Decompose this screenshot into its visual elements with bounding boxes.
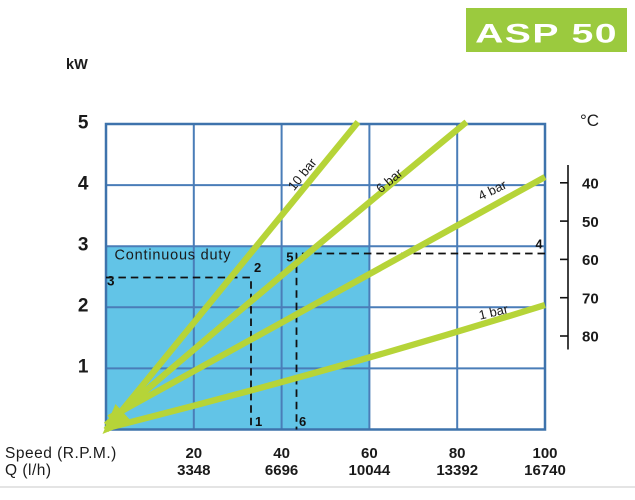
svg-text:10044: 10044 [349, 462, 391, 479]
svg-text:1: 1 [78, 357, 89, 378]
svg-text:3348: 3348 [177, 462, 210, 479]
svg-text:6: 6 [299, 414, 306, 429]
svg-text:3: 3 [107, 274, 115, 289]
svg-text:kW: kW [66, 57, 88, 73]
svg-text:5: 5 [78, 113, 89, 134]
svg-text:4: 4 [536, 238, 543, 252]
svg-text:20: 20 [185, 445, 202, 462]
svg-text:3: 3 [78, 235, 89, 256]
svg-text:1: 1 [255, 414, 262, 429]
svg-text:100: 100 [532, 445, 557, 462]
svg-text:80: 80 [449, 445, 466, 462]
svg-text:50: 50 [582, 214, 599, 231]
svg-text:40: 40 [582, 176, 599, 193]
svg-text:Speed (R.P.M.): Speed (R.P.M.) [5, 445, 117, 462]
svg-text:1 bar: 1 bar [477, 301, 510, 322]
svg-text:70: 70 [582, 290, 599, 307]
svg-text:16740: 16740 [524, 462, 566, 479]
svg-text:40: 40 [273, 445, 290, 462]
svg-text:ASP 50: ASP 50 [475, 19, 618, 49]
svg-text:4: 4 [78, 174, 89, 195]
svg-text:5: 5 [286, 250, 293, 265]
svg-text:13392: 13392 [436, 462, 478, 479]
svg-text:80: 80 [582, 329, 599, 346]
svg-text:2: 2 [254, 260, 261, 275]
svg-text:°C: °C [580, 111, 599, 130]
svg-text:6696: 6696 [265, 462, 298, 479]
svg-text:Q (l/h): Q (l/h) [5, 462, 52, 479]
svg-text:Continuous duty: Continuous duty [115, 248, 232, 264]
svg-text:60: 60 [582, 252, 599, 269]
svg-text:60: 60 [361, 445, 378, 462]
svg-text:2: 2 [78, 296, 89, 317]
